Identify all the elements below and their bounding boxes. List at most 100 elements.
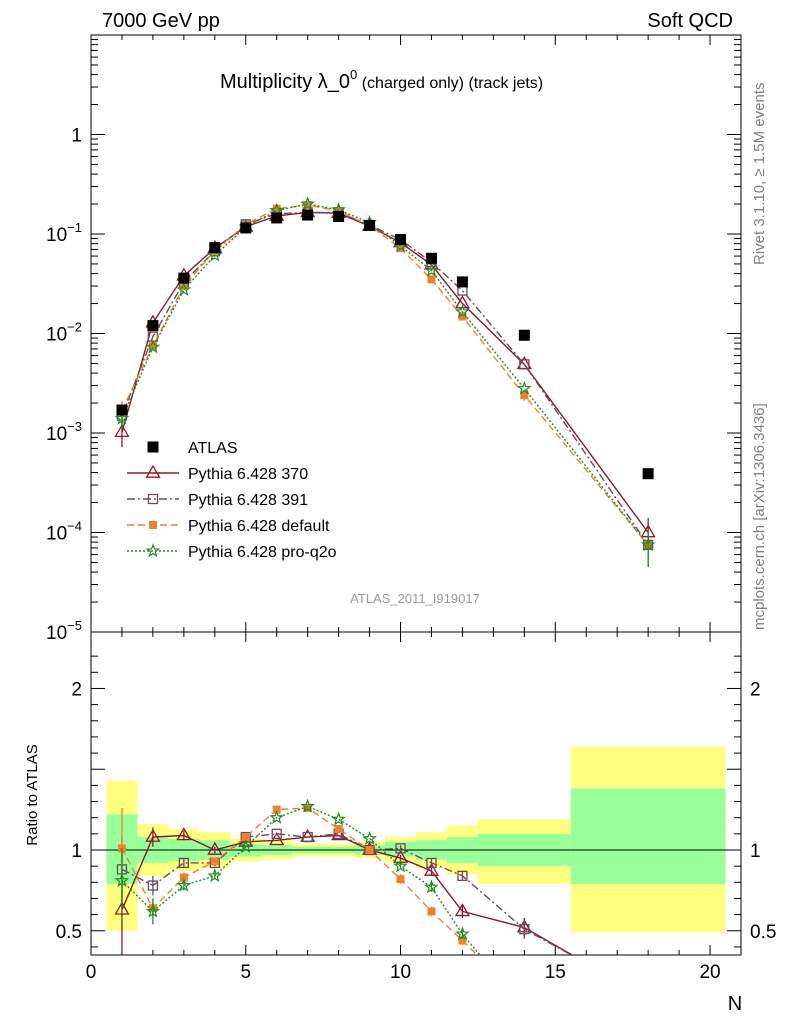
x-tick-label: 15 [545, 962, 566, 983]
main-axes: 10−510−410−310−210−11 [46, 34, 742, 644]
ratio-pythia-6-428-370-point [207, 841, 223, 855]
ratio-pythia-6-428-pro-q2o-point [393, 858, 408, 873]
x-tick-label: 0 [86, 962, 97, 983]
main-atlas-point [116, 404, 128, 416]
y-tick-exp: −2 [67, 320, 82, 335]
main-pythia-6-428-default-point [427, 275, 436, 284]
ratio-pythia-6-428-370-point [176, 827, 192, 841]
main-pythia-6-428-pro-q2o-point [455, 304, 470, 319]
main-pythia-6-428-default-point [148, 341, 157, 350]
ratio-pythia-6-428-370-point [392, 849, 409, 863]
main-pythia-6-428-pro-q2o-point [176, 282, 192, 297]
mcplots-label: mcplots.cern.ch [arXiv:1306.3436] [751, 403, 768, 630]
legend-label: ATLAS [188, 440, 238, 457]
main-atlas-point [240, 222, 252, 234]
x-tick-label: 10 [390, 962, 411, 983]
ratio-pythia-6-428-default-point [272, 805, 281, 814]
main-pythia-6-428-370-point [454, 295, 470, 309]
ratio-pythia-6-428-pro-q2o-point [176, 877, 192, 892]
y-tick-label: 10−2 [46, 320, 82, 346]
ratio-pythia-6-428-391-point [395, 843, 406, 854]
main-pythia-6-428-pro-q2o-point [300, 196, 315, 211]
x-tick-label: 5 [240, 962, 251, 983]
main-pythia-6-428-default-point [272, 204, 281, 213]
main-atlas-point [333, 210, 345, 222]
main-atlas-point [147, 320, 159, 332]
ratio-pythia-6-428-pro-q2o-point [238, 839, 254, 854]
ratio-pythia-6-428-391-point [147, 880, 159, 891]
ratio-pythia-6-428-370-point [423, 862, 440, 876]
rivet-version-label: Rivet 3.1.10, ≥ 1.5M events [751, 83, 768, 266]
ratio-y-tick-label-left: 0.5 [56, 922, 82, 943]
ratio-pythia-6-428-391-point [457, 870, 468, 881]
y-tick-label: 10−4 [46, 519, 82, 545]
main-pythia-6-428-pro-q2o-line [121, 203, 649, 546]
ratio-y-tick-label-left: 2 [71, 679, 82, 700]
ratio-pythia-6-428-pro-q2o-point [207, 868, 223, 883]
y-tick-label: 10−3 [46, 419, 82, 445]
ratio-pythia-6-428-370-point [454, 903, 470, 917]
ratio-pythia-6-428-default-point [334, 825, 343, 833]
main-pythia-6-428-default-point [303, 201, 312, 210]
main-series [114, 196, 656, 568]
legend-label: Pythia 6.428 pro-q2o [188, 544, 337, 561]
main-atlas-point [518, 329, 530, 341]
main-atlas-point [271, 212, 283, 224]
main-pythia-6-428-370-line [121, 211, 649, 533]
ratio-y-tick-label-right: 2 [750, 679, 761, 700]
ratio-pythia-6-428-pro-q2o-point [114, 872, 130, 887]
band-inner-13 [570, 788, 726, 884]
y-tick-base: 10 [46, 225, 67, 246]
plot-title: Multiplicity λ_00 (charged only) (track … [220, 67, 543, 93]
header-beam-label: 7000 GeV pp [102, 10, 220, 32]
ratio-pythia-6-428-default-point [179, 873, 188, 882]
ratio-pythia-6-428-pro-q2o-point [424, 879, 439, 894]
main-pythia-6-428-pro-q2o-point [517, 380, 532, 395]
main-pythia-6-428-370-point [114, 423, 130, 437]
ratio-pythia-6-428-370-point [114, 901, 130, 915]
ratio-pythia-6-428-default-point [427, 907, 436, 916]
y-tick-base: 1 [71, 126, 82, 147]
main-atlas-point [395, 234, 407, 246]
plot-title-sup: 0 [350, 67, 357, 82]
ratio-y-tick-label-right: 1 [750, 841, 761, 862]
ratio-pythia-6-428-391-point [302, 831, 313, 843]
legend-marker [149, 521, 157, 529]
main-pythia-6-428-pro-q2o-point [145, 339, 161, 354]
y-tick-base: 10 [46, 325, 67, 346]
legend-marker [147, 493, 159, 505]
ratio-y-tick-label-right: 0.5 [750, 922, 776, 943]
y-tick-exp: −1 [67, 220, 82, 235]
y-tick-label: 10−1 [46, 220, 82, 246]
ratio-pythia-6-428-default-point [210, 857, 219, 866]
ratio-axes: 0 5 10 15 20 0.5 0.5 1 1 2 2 [56, 631, 776, 983]
main-atlas-point [425, 252, 437, 264]
ratio-pythia-6-428-370-point [331, 827, 347, 841]
ratio-uncertainty-bands [106, 746, 726, 933]
main-pythia-6-428-pro-q2o-point [114, 410, 130, 425]
main-atlas-point [209, 242, 221, 254]
ratio-frame [90, 631, 742, 956]
ratio-pythia-6-428-391-point [271, 828, 282, 839]
y-tick-exp: −5 [67, 618, 82, 633]
y-tick-label: 1 [71, 126, 82, 147]
ratio-y-tick-label-left: 1 [71, 841, 82, 862]
legend-label: Pythia 6.428 default [188, 518, 330, 535]
x-tick-label: 20 [699, 962, 720, 983]
ratio-pythia-6-428-default-point [396, 875, 405, 884]
main-atlas-point [364, 219, 376, 231]
legend-marker [147, 441, 159, 453]
ratio-pythia-6-428-pro-q2o-point [362, 830, 377, 845]
main-pythia-6-428-default-point [520, 391, 529, 400]
ratio-pythia-6-428-default-point [241, 833, 250, 842]
main-pythia-6-428-pro-q2o-point [424, 262, 439, 277]
ratio-pythia-6-428-pro-q2o-point [331, 811, 346, 826]
ratio-pythia-6-428-default-point [458, 936, 467, 945]
legend-label: Pythia 6.428 391 [188, 492, 308, 509]
y-tick-exp: −4 [67, 519, 82, 534]
legend-marker [145, 543, 161, 558]
ratio-y-axis-label: Ratio to ATLAS [24, 744, 41, 845]
main-atlas-point [642, 468, 654, 480]
ratio-series [114, 798, 574, 955]
main-pythia-6-428-391-point [519, 359, 530, 370]
